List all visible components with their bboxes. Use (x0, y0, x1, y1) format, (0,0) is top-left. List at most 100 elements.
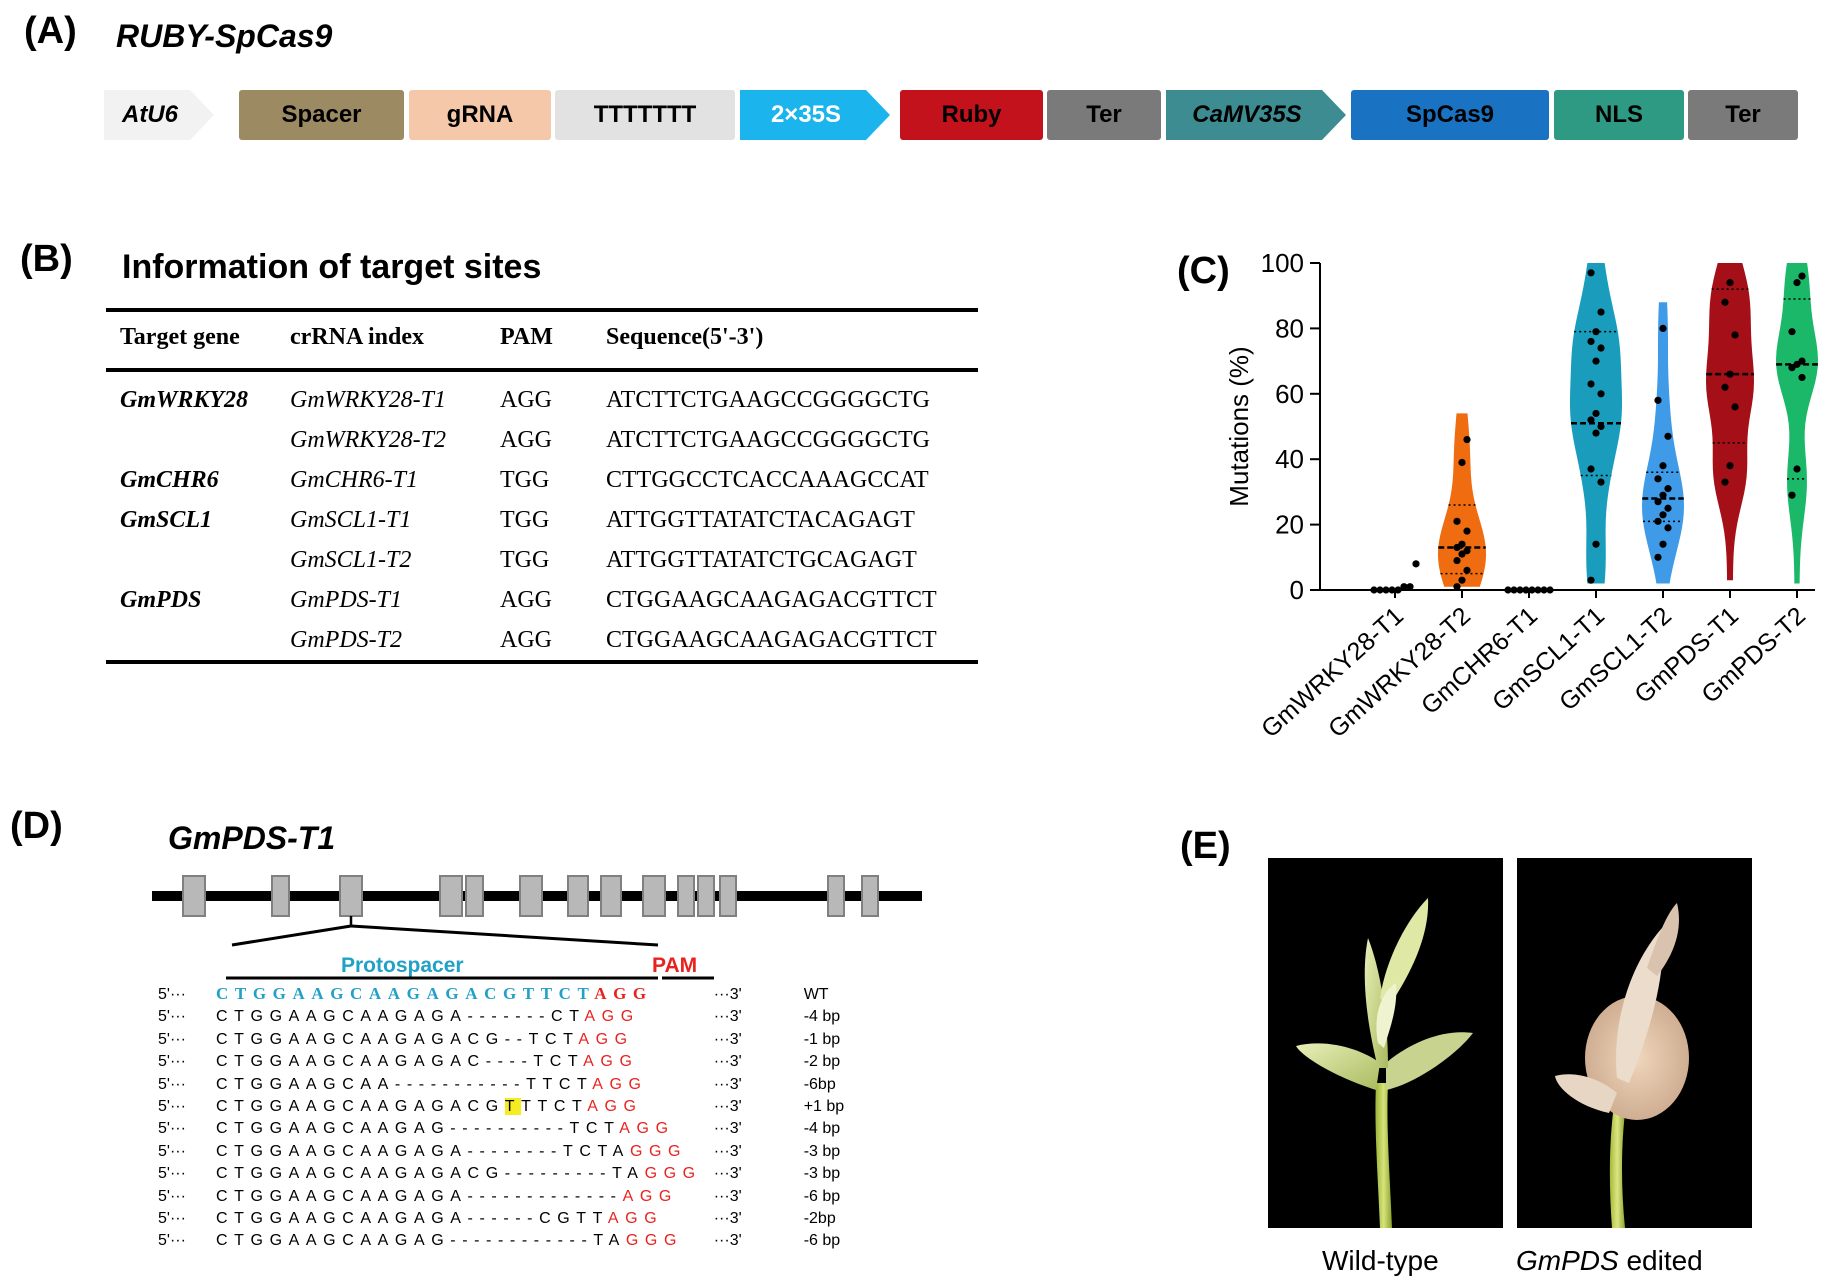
pam-sequence: AGG (584, 1008, 640, 1026)
data-point (1721, 383, 1729, 391)
cell-pam: AGG (500, 426, 552, 453)
edited-seedling-image (1555, 903, 1689, 1228)
data-point (1659, 540, 1667, 548)
data-point (1592, 357, 1600, 365)
five-prime-end: 5'··· (158, 1165, 186, 1183)
data-point (1664, 504, 1672, 512)
data-point (1664, 432, 1672, 440)
three-prime-end: ···3' (713, 1120, 742, 1138)
protospacer-sequence: CTGGAAGCAAGAG----------TCT (216, 1120, 620, 1138)
alignment-row: 5'··· CTGGAAGCAAGAGA------CGTTAGG ···3' -2b… (158, 1208, 844, 1230)
data-point (1463, 527, 1471, 535)
target-sites-table: Target gene crRNA index PAM Sequence(5'-… (106, 308, 978, 664)
table-body: GmWRKY28 GmWRKY28-T1 AGG ATCTTCTGAAGCCGGGGC… (106, 370, 978, 664)
cell-crrna: GmWRKY28-T1 (290, 386, 447, 413)
gene-structure-diagram (152, 875, 922, 980)
three-prime-end: ···3' (713, 1098, 742, 1116)
alignment-row: 5'··· CTGGAAGCAAGAGACG--TCTAGG ···3' -1 bp (158, 1029, 844, 1051)
data-point (1788, 491, 1796, 499)
alignment-row: 5'··· CTGGAAGCAAGAGAC----TCTAGG ···3' -2 bp (158, 1051, 844, 1073)
y-tick-label: 20 (1275, 510, 1304, 540)
y-tick-label: 60 (1275, 379, 1304, 409)
construct-diagram: AtU6 Spacer gRNA TTTTTTT 2×35S Ruby Ter CaMV35S… (104, 90, 1804, 145)
protospacer-sequence: CTGGAAGCAAGAGA------------- (216, 1187, 623, 1205)
exon-box (567, 875, 589, 917)
table-row: GmSCL1 GmSCL1-T1 TGG ATTGGTTATATCTACAGAGT (106, 500, 978, 540)
table-row: GmWRKY28-T2 AGG ATCTTCTGAAGCCGGGGCTG (106, 420, 978, 460)
cell-gene (106, 540, 276, 580)
data-point (1458, 576, 1466, 584)
exon-box (697, 875, 715, 917)
cell-gene: GmCHR6 (120, 466, 219, 493)
three-prime-end: ···3' (713, 1210, 742, 1228)
exon-box (339, 875, 363, 917)
protospacer-sequence: CTGGAAGCAAGAGA------CGTT (216, 1210, 608, 1228)
panel-label-e: (E) (1180, 825, 1231, 867)
violin-shape (1570, 263, 1622, 584)
cell-seq: ATTGGTTATATCTACAGAGT (606, 506, 915, 533)
pam-sequence: GGG (629, 1142, 688, 1160)
pam-sequence: GGG (625, 1232, 684, 1250)
construct-title: RUBY-SpCas9 (116, 18, 333, 54)
data-point (1654, 553, 1662, 561)
construct-segment-label: gRNA (446, 101, 514, 128)
construct-segment-camv35s: CaMV35S (1166, 90, 1346, 140)
five-prime-end: 5'··· (158, 1053, 186, 1071)
sequence-cell: CTGGAAGCAAGAGACG--TCTAGG (216, 1029, 702, 1051)
table-header-row: Target gene crRNA index PAM Sequence(5'-… (106, 308, 978, 372)
header-pam: PAM (486, 308, 592, 372)
wild-type-photo (1268, 858, 1503, 1228)
insertion-highlight: T (504, 1098, 522, 1116)
zoom-line-right (350, 924, 659, 947)
mutation-label: -6 bp (803, 1232, 841, 1250)
construct-segment-label: AtU6 (121, 101, 178, 128)
data-point (1798, 272, 1806, 280)
three-prime-end: ···3' (713, 1165, 742, 1183)
y-tick-label: 0 (1290, 575, 1304, 605)
data-point (1654, 396, 1662, 404)
data-point (1546, 586, 1554, 594)
three-prime-end: ···3' (713, 1008, 742, 1026)
panel-label-a: (A) (24, 10, 77, 52)
data-point (1376, 586, 1384, 594)
sequence-cell: CTGGAAGCAAGAGACGTTCTAGG (216, 983, 702, 1006)
pam-sequence: AGG (607, 1210, 664, 1228)
five-prime-end: 5'··· (158, 1008, 186, 1026)
violin-shape (1438, 413, 1486, 587)
cell-crrna: GmWRKY28-T2 (290, 426, 447, 453)
protospacer-sequence: CTGGAAGCAA-----------TTCT (216, 1075, 593, 1093)
cell-pam: AGG (486, 620, 592, 664)
five-prime-end: 5'··· (158, 1075, 186, 1093)
data-point (1370, 586, 1378, 594)
five-prime-end: 5'··· (158, 1098, 186, 1116)
data-point (1400, 583, 1408, 591)
cell-crrna: GmPDS-T2 (276, 620, 486, 664)
construct-segment-label: TTTTTTT (593, 101, 697, 128)
data-point (1793, 279, 1801, 287)
protospacer-sequence: CTGGAAGCAAGAGACGTTCT (216, 984, 595, 1003)
data-point (1726, 370, 1734, 378)
data-point (1592, 409, 1600, 418)
data-point (1798, 373, 1806, 382)
data-point (1587, 465, 1595, 473)
data-point (1659, 491, 1667, 499)
pam-label: PAM (652, 954, 698, 977)
edited-suffix: edited (1618, 1245, 1703, 1276)
violin-shape (1706, 263, 1754, 581)
exon-box (182, 875, 206, 917)
header-crrna-index: crRNA index (276, 308, 486, 372)
data-point (1463, 566, 1471, 574)
data-point (1597, 308, 1605, 316)
violin-shape (1776, 263, 1818, 584)
construct-segment-label: SpCas9 (1405, 101, 1495, 128)
construct-segment-label: Spacer (281, 101, 362, 128)
alignment-row: 5'··· CTGGAAGCAAGAGACG---------TAGGG ···3'… (158, 1163, 844, 1185)
five-prime-end: 5'··· (158, 1142, 186, 1160)
five-prime-end: 5'··· (158, 1232, 186, 1250)
protospacer-sequence: CTGGAAGCAAGAGAC----TCT (216, 1053, 584, 1071)
alignment-row: 5'··· CTGGAAGCAAGAG------------TAGGG ···3'… (158, 1230, 844, 1252)
data-point (1587, 269, 1595, 277)
header-target-gene: Target gene (106, 308, 276, 372)
data-point (1592, 328, 1600, 336)
